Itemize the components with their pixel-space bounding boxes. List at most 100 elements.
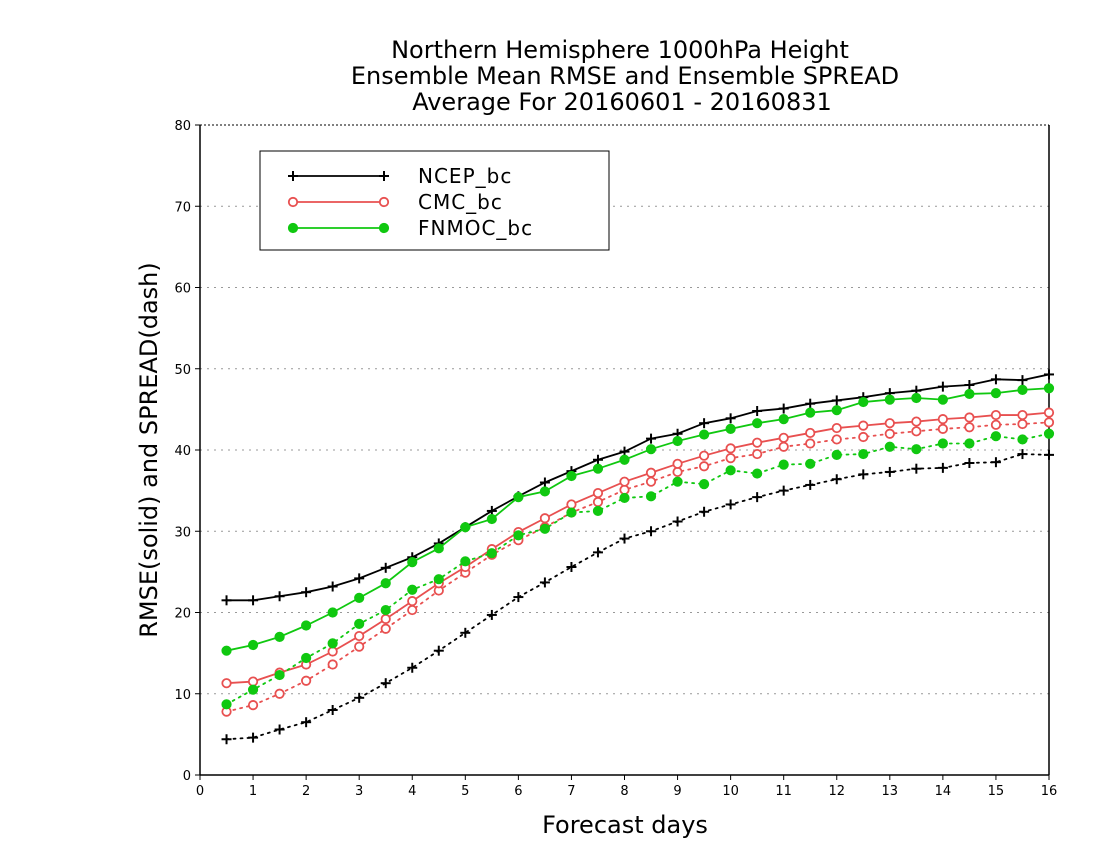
- rmse-point-ncep-bc-19: [725, 413, 736, 424]
- spread-point-cmc-bc-24: [858, 431, 869, 443]
- spread-point-cmc-bc-28: [964, 422, 975, 433]
- rmse-point-cmc-bc-7: [407, 596, 418, 607]
- spread-point-ncep-bc-11: [513, 592, 524, 603]
- x-tick-label-3: 3: [355, 784, 363, 799]
- spread-point-ncep-bc-27: [937, 462, 948, 473]
- legend-marker-start-ncep-bc: [288, 171, 298, 181]
- rmse-point-fnmoc-bc-23: [831, 405, 842, 416]
- rmse-point-fnmoc-bc-22: [805, 407, 816, 418]
- spread-point-fnmoc-bc-5: [354, 618, 365, 629]
- x-tick-label-15: 15: [988, 784, 1005, 799]
- rmse-point-ncep-bc-12: [539, 477, 550, 488]
- x-tick-label-0: 0: [196, 784, 204, 799]
- spread-point-fnmoc-bc-12: [539, 523, 551, 534]
- rmse-point-fnmoc-bc-3: [301, 620, 312, 631]
- spread-point-fnmoc-bc-8: [433, 574, 444, 585]
- rmse-point-fnmoc-bc-20: [752, 418, 763, 429]
- x-tick-label-2: 2: [302, 784, 310, 799]
- spread-point-fnmoc-bc-17: [672, 476, 683, 487]
- rmse-point-cmc-bc-12: [539, 513, 551, 524]
- rmse-point-cmc-bc-5: [354, 630, 365, 642]
- rmse-point-cmc-bc-18: [698, 450, 710, 461]
- spread-point-ncep-bc-17: [672, 516, 683, 527]
- legend-marker-start-cmc-bc: [287, 196, 299, 208]
- rmse-point-cmc-bc-23: [831, 422, 842, 434]
- rmse-point-cmc-bc-31: [1043, 407, 1055, 418]
- rmse-point-cmc-bc-16: [645, 467, 657, 478]
- spread-line-cmc-bc: [225, 421, 1050, 713]
- x-tick-label-12: 12: [828, 784, 845, 799]
- spread-point-cmc-bc-7: [407, 604, 418, 616]
- spread-point-fnmoc-bc-26: [911, 444, 922, 455]
- axes: [195, 124, 1050, 780]
- spread-point-ncep-bc-22: [805, 479, 816, 490]
- spread-point-ncep-bc-30: [1017, 449, 1028, 460]
- y-tick-label-60: 60: [174, 282, 191, 297]
- spread-point-fnmoc-bc-6: [380, 604, 391, 616]
- rmse-line-ncep-bc: [226, 373, 1050, 602]
- x-tick-label-1: 1: [249, 784, 257, 799]
- spread-point-fnmoc-bc-18: [698, 479, 710, 490]
- spread-point-ncep-bc-15: [619, 533, 630, 544]
- rmse-line-cmc-bc: [226, 411, 1050, 685]
- spread-point-ncep-bc-7: [407, 662, 418, 673]
- rmse-point-fnmoc-bc-5: [354, 592, 365, 603]
- x-tick-label-4: 4: [408, 784, 416, 799]
- spread-point-cmc-bc-21: [778, 441, 789, 452]
- y-tick-label-0: 0: [183, 769, 191, 784]
- rmse-point-cmc-bc-28: [964, 412, 975, 423]
- rmse-point-ncep-bc-27: [937, 381, 948, 392]
- rmse-point-cmc-bc-25: [884, 418, 895, 429]
- legend-box: [259, 150, 610, 251]
- rmse-point-fnmoc-bc-13: [566, 470, 577, 482]
- y-tick-label-70: 70: [174, 200, 191, 215]
- y-tick-label-80: 80: [174, 119, 191, 134]
- spread-point-cmc-bc-30: [1017, 418, 1028, 430]
- rmse-point-ncep-bc-3: [301, 587, 312, 598]
- spread-point-ncep-bc-25: [884, 466, 895, 477]
- rmse-point-fnmoc-bc-0: [221, 645, 232, 656]
- rmse-point-ncep-bc-2: [274, 591, 285, 602]
- rmse-point-ncep-bc-14: [592, 454, 603, 465]
- rmse-point-fnmoc-bc-11: [513, 492, 524, 503]
- spread-point-ncep-bc-24: [858, 469, 869, 480]
- spread-point-fnmoc-bc-13: [566, 507, 577, 518]
- rmse-point-ncep-bc-30: [1017, 375, 1028, 386]
- rmse-point-ncep-bc-5: [354, 573, 365, 584]
- series-ncep-bc: [221, 369, 1054, 745]
- legend-item-ncep-bc: NCEP_bc: [288, 164, 512, 188]
- spread-point-cmc-bc-16: [645, 476, 657, 487]
- spread-point-ncep-bc-6: [380, 678, 391, 689]
- spread-point-fnmoc-bc-0: [221, 699, 232, 710]
- legend-label-ncep-bc: NCEP_bc: [418, 164, 512, 188]
- spread-point-ncep-bc-4: [327, 705, 338, 715]
- rmse-point-cmc-bc-15: [619, 476, 630, 487]
- legend-marker-end-cmc-bc: [378, 196, 390, 208]
- rmse-point-cmc-bc-22: [805, 427, 816, 439]
- spread-point-cmc-bc-15: [619, 484, 630, 495]
- rmse-point-fnmoc-bc-1: [247, 639, 259, 651]
- spread-point-fnmoc-bc-11: [513, 530, 524, 541]
- spread-point-ncep-bc-13: [566, 562, 577, 572]
- rmse-point-cmc-bc-27: [937, 414, 948, 425]
- spread-point-ncep-bc-10: [486, 609, 497, 620]
- spread-point-fnmoc-bc-30: [1017, 434, 1028, 445]
- rmse-point-ncep-bc-22: [805, 398, 816, 409]
- spread-point-ncep-bc-9: [460, 627, 471, 638]
- spread-point-fnmoc-bc-21: [778, 459, 789, 470]
- spread-point-fnmoc-bc-29: [990, 431, 1002, 442]
- rmse-point-ncep-bc-6: [380, 562, 391, 573]
- x-tick-label-9: 9: [673, 784, 681, 799]
- x-tick-label-11: 11: [775, 784, 792, 799]
- legend-item-fnmoc-bc: FNMOC_bc: [287, 216, 532, 240]
- spread-point-fnmoc-bc-14: [592, 505, 604, 517]
- rmse-line-fnmoc-bc: [226, 387, 1050, 652]
- rmse-point-cmc-bc-4: [327, 646, 338, 657]
- chart-title-line-3: Average For 20160601 - 20160831: [412, 88, 832, 116]
- spread-point-ncep-bc-21: [778, 485, 789, 496]
- rmse-point-ncep-bc-18: [699, 418, 710, 429]
- rmse-point-fnmoc-bc-6: [380, 578, 391, 589]
